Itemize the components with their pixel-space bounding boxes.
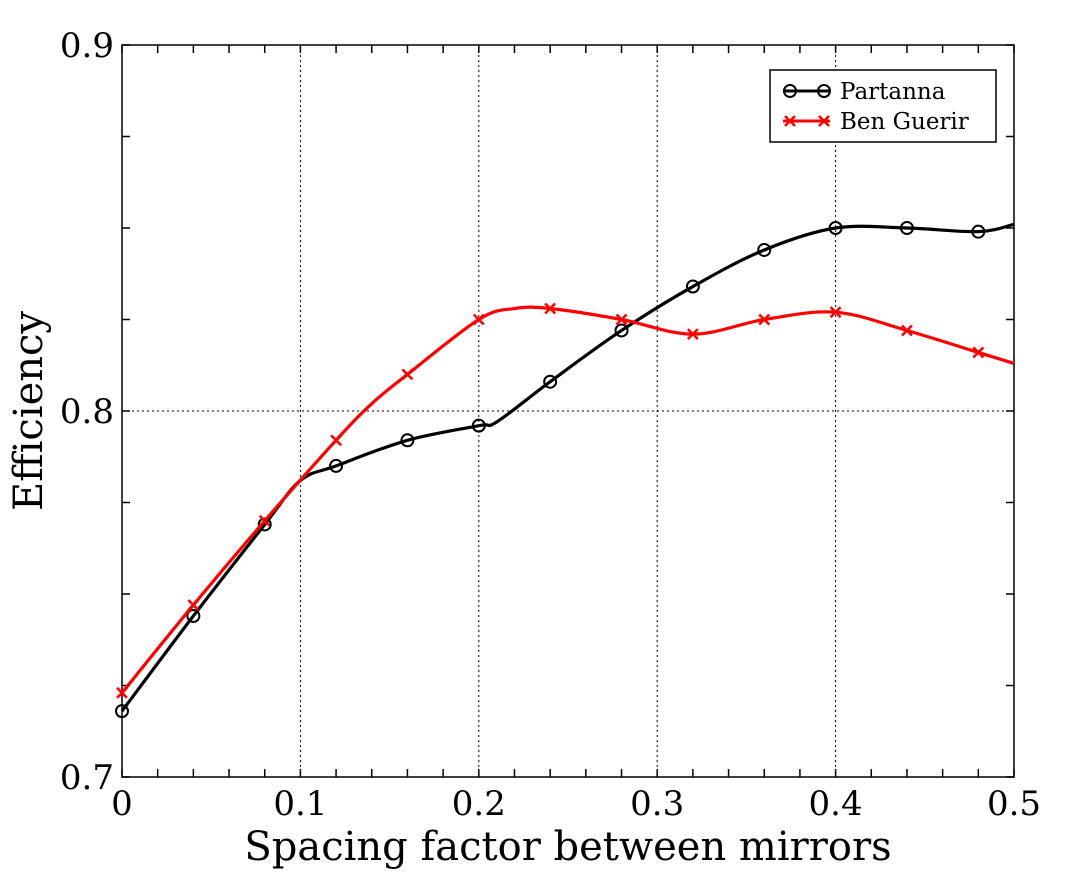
y-tick-label: 0.9 <box>60 26 114 66</box>
data-point-ben-guerir <box>829 306 842 319</box>
data-point-partanna <box>685 279 700 294</box>
data-point-partanna <box>757 242 772 257</box>
data-point-ben-guerir <box>116 686 128 699</box>
grid-lines <box>122 45 1014 777</box>
data-point-partanna <box>400 433 415 448</box>
data-point-ben-guerir <box>686 328 699 341</box>
x-tick-label: 0.4 <box>809 784 863 824</box>
data-point-partanna <box>115 704 129 719</box>
y-axis-title: Efficiency <box>6 311 52 511</box>
series-layer <box>115 221 1015 719</box>
x-axis-title: Spacing factor between mirrors <box>244 824 891 870</box>
data-point-partanna <box>543 374 558 389</box>
data-point-partanna <box>828 221 843 235</box>
legend: Partanna Ben Guerir <box>769 69 997 143</box>
data-point-ben-guerir <box>472 313 485 326</box>
data-point-ben-guerir <box>972 346 985 359</box>
x-tick-label: 0.1 <box>273 784 327 824</box>
data-point-ben-guerir <box>544 302 557 315</box>
legend-marker <box>783 84 797 98</box>
legend-marker <box>818 115 830 127</box>
y-tick-label: 0.8 <box>60 392 114 432</box>
series-ben-guerir <box>116 302 1015 699</box>
data-point-ben-guerir <box>615 313 628 326</box>
data-point-ben-guerir <box>901 324 913 337</box>
plot-frame <box>121 44 1015 778</box>
data-point-partanna <box>471 418 486 433</box>
legend-marker <box>784 115 796 127</box>
data-point-partanna <box>971 224 986 239</box>
data-point-partanna <box>614 323 629 338</box>
legend-box <box>769 69 997 143</box>
series-line-partanna <box>120 222 1015 713</box>
data-point-partanna <box>899 221 914 235</box>
series-line-ben-guerir <box>120 305 1015 694</box>
y-tick-label: 0.7 <box>60 758 114 798</box>
x-tick-label: 0.3 <box>630 784 684 824</box>
tick-labels: 0 0.1 0.2 0.3 0.4 0.5 0.7 0.8 0.9 <box>60 26 1041 824</box>
data-point-ben-guerir <box>758 313 771 326</box>
legend-entry-ben-guerir: Ben Guerir <box>783 109 969 135</box>
data-point-ben-guerir <box>258 514 271 527</box>
x-tick-label: 0 <box>111 784 133 824</box>
series-partanna <box>115 221 1015 719</box>
data-point-ben-guerir <box>330 434 342 447</box>
data-point-partanna <box>186 608 201 623</box>
legend-label-partanna: Partanna <box>840 79 946 105</box>
x-tick-label: 0.5 <box>987 784 1041 824</box>
legend-marker <box>817 84 831 98</box>
data-point-ben-guerir <box>187 599 200 611</box>
x-tick-label: 0.2 <box>452 784 506 824</box>
legend-entry-partanna: Partanna <box>783 79 946 105</box>
data-point-partanna <box>329 458 344 473</box>
data-point-ben-guerir <box>401 368 414 381</box>
legend-label-ben-guerir: Ben Guerir <box>840 109 969 135</box>
